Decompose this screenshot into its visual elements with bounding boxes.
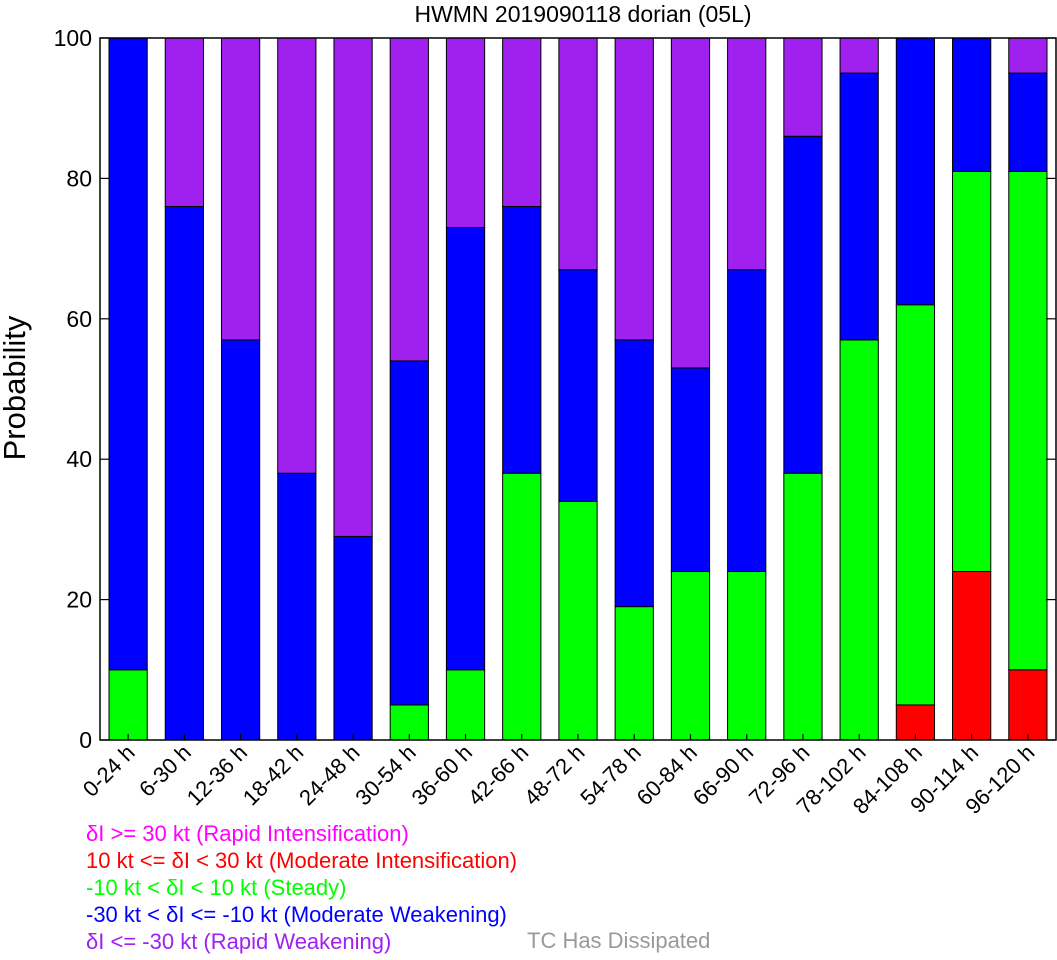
bar-rapid-weakening-24-48-h xyxy=(333,37,373,537)
bar-rapid-weakening-66-90-h xyxy=(727,37,767,271)
legend-rapid-intensification: δI >= 30 kt (Rapid Intensification) xyxy=(86,821,409,846)
bar-steady-72-96-h xyxy=(783,472,823,741)
x-tick-label: 12-36 h xyxy=(182,740,252,810)
bar-moderate-weakening-72-96-h xyxy=(783,135,823,474)
y-tick-label: 0 xyxy=(79,727,92,753)
bars-layer xyxy=(108,37,1048,741)
bar-rapid-weakening-36-60-h xyxy=(445,37,486,229)
bar-steady-0-24-h xyxy=(108,669,148,741)
legend: δI >= 30 kt (Rapid Intensification) 10 k… xyxy=(86,820,517,955)
legend-moderate-intensification: 10 kt <= δI < 30 kt (Moderate Intensific… xyxy=(86,848,518,873)
y-tick-label: 40 xyxy=(66,446,92,472)
bar-moderate-weakening-12-36-h xyxy=(220,339,261,741)
bar-moderate-weakening-66-90-h xyxy=(727,269,767,573)
x-tick-label: 18-42 h xyxy=(238,740,308,810)
bar-rapid-weakening-78-102-h xyxy=(839,37,879,74)
bar-rapid-weakening-6-30-h xyxy=(164,37,204,207)
x-tick-label: 48-72 h xyxy=(519,740,589,810)
y-tick-label: 60 xyxy=(66,306,92,332)
bar-rapid-weakening-18-42-h xyxy=(277,37,317,474)
bar-steady-48-72-h xyxy=(558,500,598,741)
y-axis-label: Probability xyxy=(0,315,32,460)
bar-steady-42-66-h xyxy=(502,472,542,741)
bar-steady-36-60-h xyxy=(445,669,486,741)
bar-steady-90-114-h xyxy=(952,170,992,573)
bar-rapid-weakening-60-84-h xyxy=(670,37,711,369)
plot-frame xyxy=(99,37,1057,741)
bar-steady-60-84-h xyxy=(670,571,711,741)
bar-rapid-weakening-96-120-h xyxy=(1008,37,1048,74)
bar-moderate-weakening-0-24-h xyxy=(108,37,148,671)
bar-moderate-weakening-24-48-h xyxy=(333,535,373,741)
legend-steady: -10 kt < δI < 10 kt (Steady) xyxy=(86,875,347,900)
legend-moderate-weakening: -30 kt < δI <= -10 kt (Moderate Weakenin… xyxy=(86,902,507,927)
bar-rapid-weakening-72-96-h xyxy=(783,37,823,137)
bar-moderate-weakening-54-78-h xyxy=(614,339,654,608)
x-tick-label: 60-84 h xyxy=(632,740,702,810)
bar-moderate-weakening-96-120-h xyxy=(1008,72,1048,172)
y-tick-label: 80 xyxy=(66,165,92,191)
bar-rapid-weakening-48-72-h xyxy=(558,37,598,271)
bar-moderate-weakening-60-84-h xyxy=(670,367,711,573)
bar-moderate-weakening-90-114-h xyxy=(952,37,992,172)
bar-rapid-weakening-54-78-h xyxy=(614,37,654,341)
bar-moderate-weakening-48-72-h xyxy=(558,269,598,502)
dissipated-label: TC Has Dissipated xyxy=(527,928,711,953)
bar-moderate-weakening-42-66-h xyxy=(502,205,542,474)
bar-moderate-intensification-90-114-h xyxy=(952,571,992,741)
bar-steady-78-102-h xyxy=(839,339,879,741)
x-tick-label: 66-90 h xyxy=(688,740,758,810)
bar-moderate-weakening-18-42-h xyxy=(277,472,317,741)
x-tick-label: 36-60 h xyxy=(407,740,477,810)
x-tick-label: 42-66 h xyxy=(463,740,533,810)
bar-moderate-weakening-36-60-h xyxy=(445,227,486,671)
bar-steady-96-120-h xyxy=(1008,170,1048,671)
x-tick-label: 24-48 h xyxy=(294,740,364,810)
bar-rapid-weakening-12-36-h xyxy=(220,37,261,341)
x-tick-label: 54-78 h xyxy=(575,740,645,810)
bar-moderate-intensification-96-120-h xyxy=(1008,669,1048,741)
legend-rapid-weakening: δI <= -30 kt (Rapid Weakening) xyxy=(86,929,392,954)
bar-steady-54-78-h xyxy=(614,606,654,741)
bar-rapid-weakening-42-66-h xyxy=(502,37,542,207)
bar-moderate-weakening-6-30-h xyxy=(164,205,204,741)
y-tick-label: 20 xyxy=(66,587,92,613)
bar-rapid-weakening-30-54-h xyxy=(389,37,429,362)
x-tick-label: 30-54 h xyxy=(350,740,420,810)
y-tick-label: 100 xyxy=(54,25,92,51)
bar-moderate-weakening-84-108-h xyxy=(895,37,936,306)
bar-steady-66-90-h xyxy=(727,571,767,741)
chart-title: HWMN 2019090118 dorian (05L) xyxy=(414,1,751,27)
bar-moderate-weakening-78-102-h xyxy=(839,72,879,341)
bar-steady-84-108-h xyxy=(895,304,936,706)
bar-moderate-weakening-30-54-h xyxy=(389,360,429,706)
